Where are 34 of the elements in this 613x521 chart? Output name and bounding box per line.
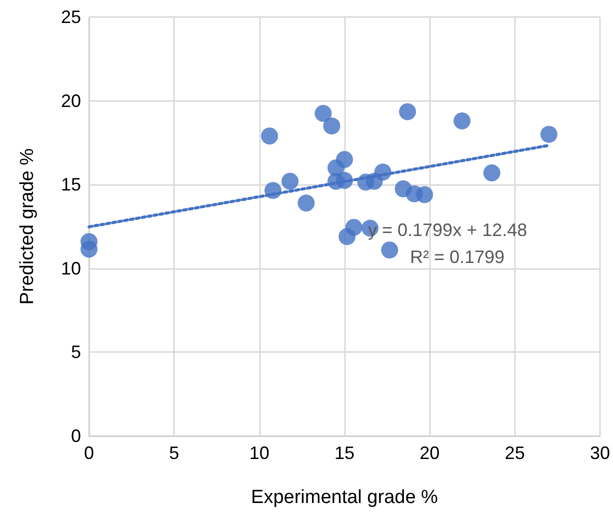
point (336, 172, 353, 189)
point (264, 182, 282, 199)
point (381, 241, 398, 258)
point (323, 117, 340, 134)
x-tick-label: 0 (84, 443, 94, 463)
x-tick-label: 20 (420, 443, 440, 463)
x-tick-label: 25 (504, 443, 525, 463)
annotation: y = 0.1799x + 12.48 (368, 220, 528, 240)
y-tick-label: 10 (60, 258, 81, 278)
point (282, 172, 298, 190)
y-tick-label: 15 (60, 174, 81, 195)
y-tick-label: 0 (70, 426, 81, 446)
point (298, 194, 315, 212)
x-tick-label: 10 (249, 443, 270, 463)
point (336, 150, 353, 168)
point (80, 240, 98, 258)
point (261, 128, 278, 144)
y-tick-label: 5 (70, 342, 81, 362)
x-tick-label: 15 (334, 443, 355, 463)
point (345, 218, 362, 236)
x-tick-label: 30 (590, 443, 610, 463)
y-axis-title: Predicted grade % (17, 148, 38, 305)
x-axis-title: Experimental grade % (251, 487, 438, 508)
y-tick-label: 25 (60, 7, 81, 27)
y-tick-label: 20 (60, 90, 81, 111)
annotation: R² = 0.1799 (410, 247, 505, 267)
point (454, 112, 471, 130)
point (374, 164, 392, 181)
point (314, 104, 332, 122)
point (416, 186, 434, 204)
point (483, 164, 500, 182)
x-tick-label: 5 (169, 443, 180, 463)
point (540, 126, 558, 143)
point (399, 103, 416, 120)
